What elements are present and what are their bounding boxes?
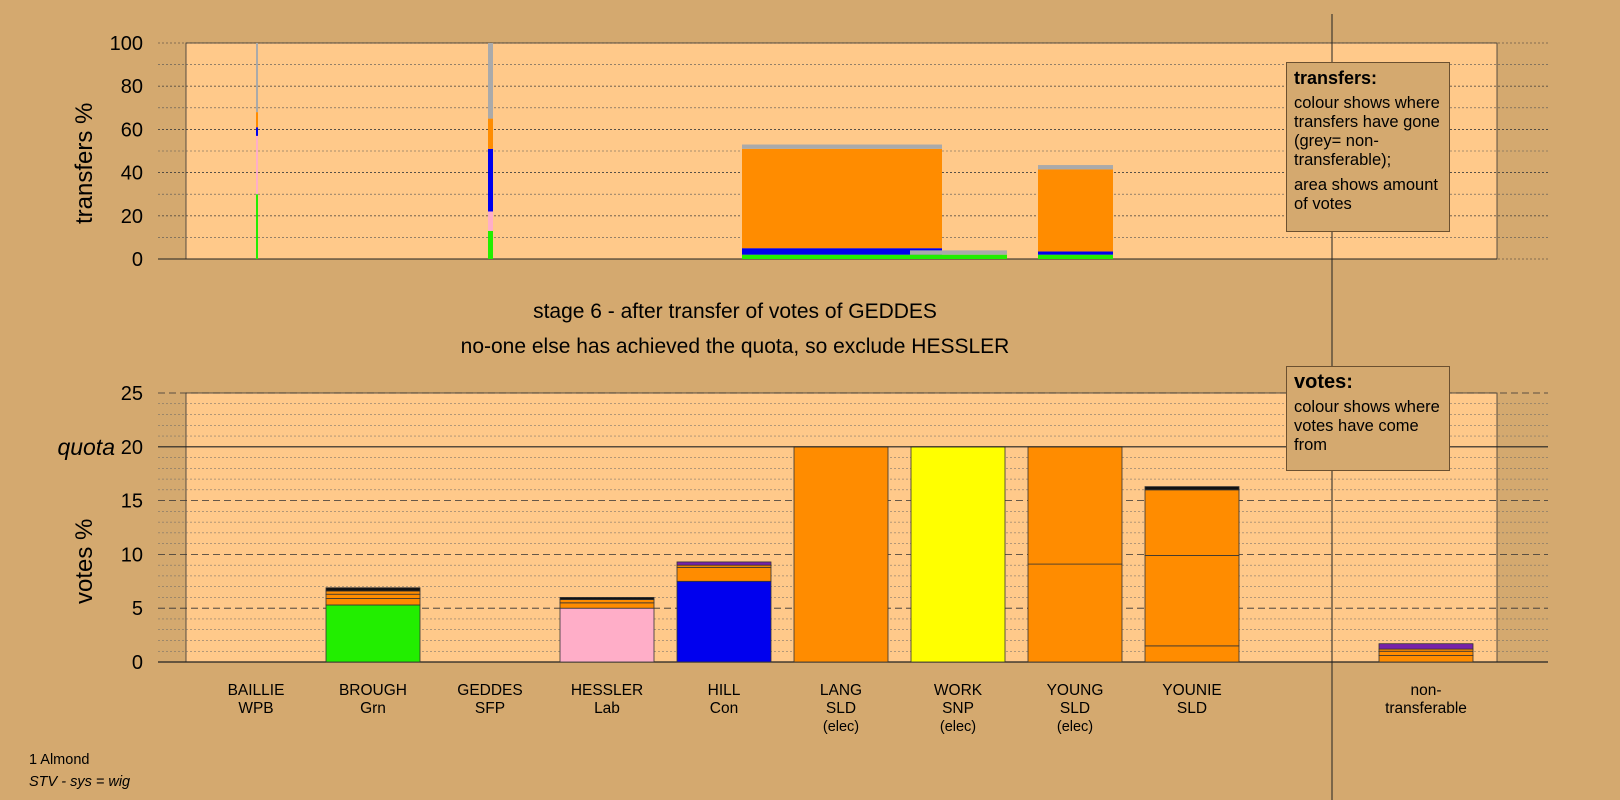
stage-title: stage 6 - after transfer of votes of GED… xyxy=(533,300,937,323)
transfer-bar-segment xyxy=(256,194,258,259)
candidate-label: YOUNIE xyxy=(1162,682,1221,699)
transfers-legend-line2: area shows amount of votes xyxy=(1294,176,1438,213)
vote-bar-segment xyxy=(676,561,772,566)
transfer-bar-segment xyxy=(742,144,942,149)
vote-bar-segment xyxy=(325,593,421,599)
transfer-bar-segment xyxy=(742,254,942,259)
vote-bar-segment xyxy=(1144,645,1240,663)
candidate-label: (elec) xyxy=(1057,719,1093,735)
candidate-label: SLD xyxy=(1060,700,1090,717)
quota-label: quota xyxy=(57,434,115,460)
vote-bar-segment xyxy=(1144,555,1240,647)
transfer-bar-segment xyxy=(256,43,258,113)
transfer-bar-segment xyxy=(488,148,493,212)
votes-tick-label: 0 xyxy=(132,652,143,674)
transfers-legend-title: transfers: xyxy=(1294,68,1378,88)
votes-legend: votes: colour shows where votes have com… xyxy=(1286,366,1450,471)
vote-bar-segment xyxy=(793,446,889,663)
nontransferable-label: non- xyxy=(1410,682,1441,699)
transfers-tick-label: 100 xyxy=(110,33,143,55)
candidate-label: (elec) xyxy=(823,719,859,735)
nontransferable-label: transferable xyxy=(1385,700,1467,717)
vote-bar-segment xyxy=(1378,643,1474,650)
votes-tick-label: 15 xyxy=(121,491,143,513)
footer-system: STV - sys = wig xyxy=(29,774,131,790)
transfers-tick-label: 40 xyxy=(121,163,143,185)
footer-ward: 1 Almond xyxy=(29,752,90,768)
vote-bar-segment xyxy=(559,607,655,663)
vote-bar-segment xyxy=(910,446,1006,663)
vote-bar-segment xyxy=(559,599,655,604)
candidate-label: HESSLER xyxy=(571,682,643,699)
transfer-bar-segment xyxy=(488,230,493,259)
votes-tick-label: 25 xyxy=(121,383,143,405)
transfer-bar-segment xyxy=(742,248,942,255)
transfers-legend-line1: colour shows where transfers have gone (… xyxy=(1294,94,1440,169)
stage-subtitle: no-one else has achieved the quota, so e… xyxy=(460,335,1010,358)
transfer-bar-segment xyxy=(910,250,1007,255)
candidate-label: (elec) xyxy=(940,719,976,735)
votes-legend-line1: colour shows where votes have come from xyxy=(1294,398,1440,454)
transfer-bar-segment xyxy=(488,118,493,149)
transfers-tick-label: 0 xyxy=(132,249,143,271)
transfers-tick-label: 60 xyxy=(121,119,143,141)
transfer-bar-segment xyxy=(910,254,1007,259)
vote-bar-segment xyxy=(676,566,772,582)
candidate-label: YOUNG xyxy=(1047,682,1104,699)
transfer-bar-segment xyxy=(256,135,258,195)
candidate-label: BROUGH xyxy=(339,682,407,699)
vote-bar-segment xyxy=(325,587,421,592)
transfers-tick-label: 20 xyxy=(121,206,143,228)
vote-bar-segment xyxy=(325,604,421,663)
vote-bar-segment xyxy=(1144,489,1240,556)
transfer-bar-segment xyxy=(256,127,258,136)
candidate-label: SLD xyxy=(826,700,856,717)
transfer-bar-segment xyxy=(488,211,493,231)
candidate-label: HILL xyxy=(708,682,741,699)
vote-bar-segment xyxy=(1027,446,1123,565)
vote-bar-segment xyxy=(1027,563,1123,663)
votes-tick-label: 10 xyxy=(121,544,143,566)
candidate-label: WPB xyxy=(238,700,273,717)
transfer-bar-segment xyxy=(488,43,493,119)
vote-bar-segment xyxy=(1378,650,1474,656)
vote-bar-segment xyxy=(676,580,772,663)
candidate-label: SFP xyxy=(475,700,505,717)
vote-bar-segment xyxy=(559,602,655,609)
transfer-bar-segment xyxy=(1038,254,1113,259)
votes-legend-title: votes: xyxy=(1294,371,1353,393)
transfers-legend: transfers: colour shows where transfers … xyxy=(1286,62,1450,232)
vote-bar-segment xyxy=(1144,486,1240,491)
candidate-label: LANG xyxy=(820,682,862,699)
votes-axis-label: votes % xyxy=(71,518,98,604)
transfers-tick-label: 80 xyxy=(121,76,143,98)
candidate-label: Grn xyxy=(360,700,386,717)
candidate-label: BAILLIE xyxy=(228,682,285,699)
transfer-bar-segment xyxy=(742,148,942,249)
transfer-bar-segment xyxy=(1038,251,1113,255)
candidate-label: Con xyxy=(710,700,738,717)
candidate-label: Lab xyxy=(594,700,620,717)
votes-tick-label: 5 xyxy=(132,598,143,620)
vote-bar-segment xyxy=(325,598,421,606)
vote-bar-segment xyxy=(559,597,655,600)
candidate-label: WORK xyxy=(934,682,983,699)
candidate-label: SLD xyxy=(1177,700,1207,717)
transfer-bar-segment xyxy=(256,112,258,128)
vote-bar-segment xyxy=(325,590,421,595)
transfers-chart: 0 20 40 60 80 100 xyxy=(110,33,1548,271)
vote-bar-segment xyxy=(1378,655,1474,663)
transfer-bar-segment xyxy=(1038,165,1113,170)
transfer-bar-segment xyxy=(1038,169,1113,252)
transfers-axis-label: transfers % xyxy=(71,102,98,224)
candidate-label: GEDDES xyxy=(457,682,522,699)
candidate-label: SNP xyxy=(942,700,974,717)
votes-tick-label: 20 xyxy=(121,437,143,459)
